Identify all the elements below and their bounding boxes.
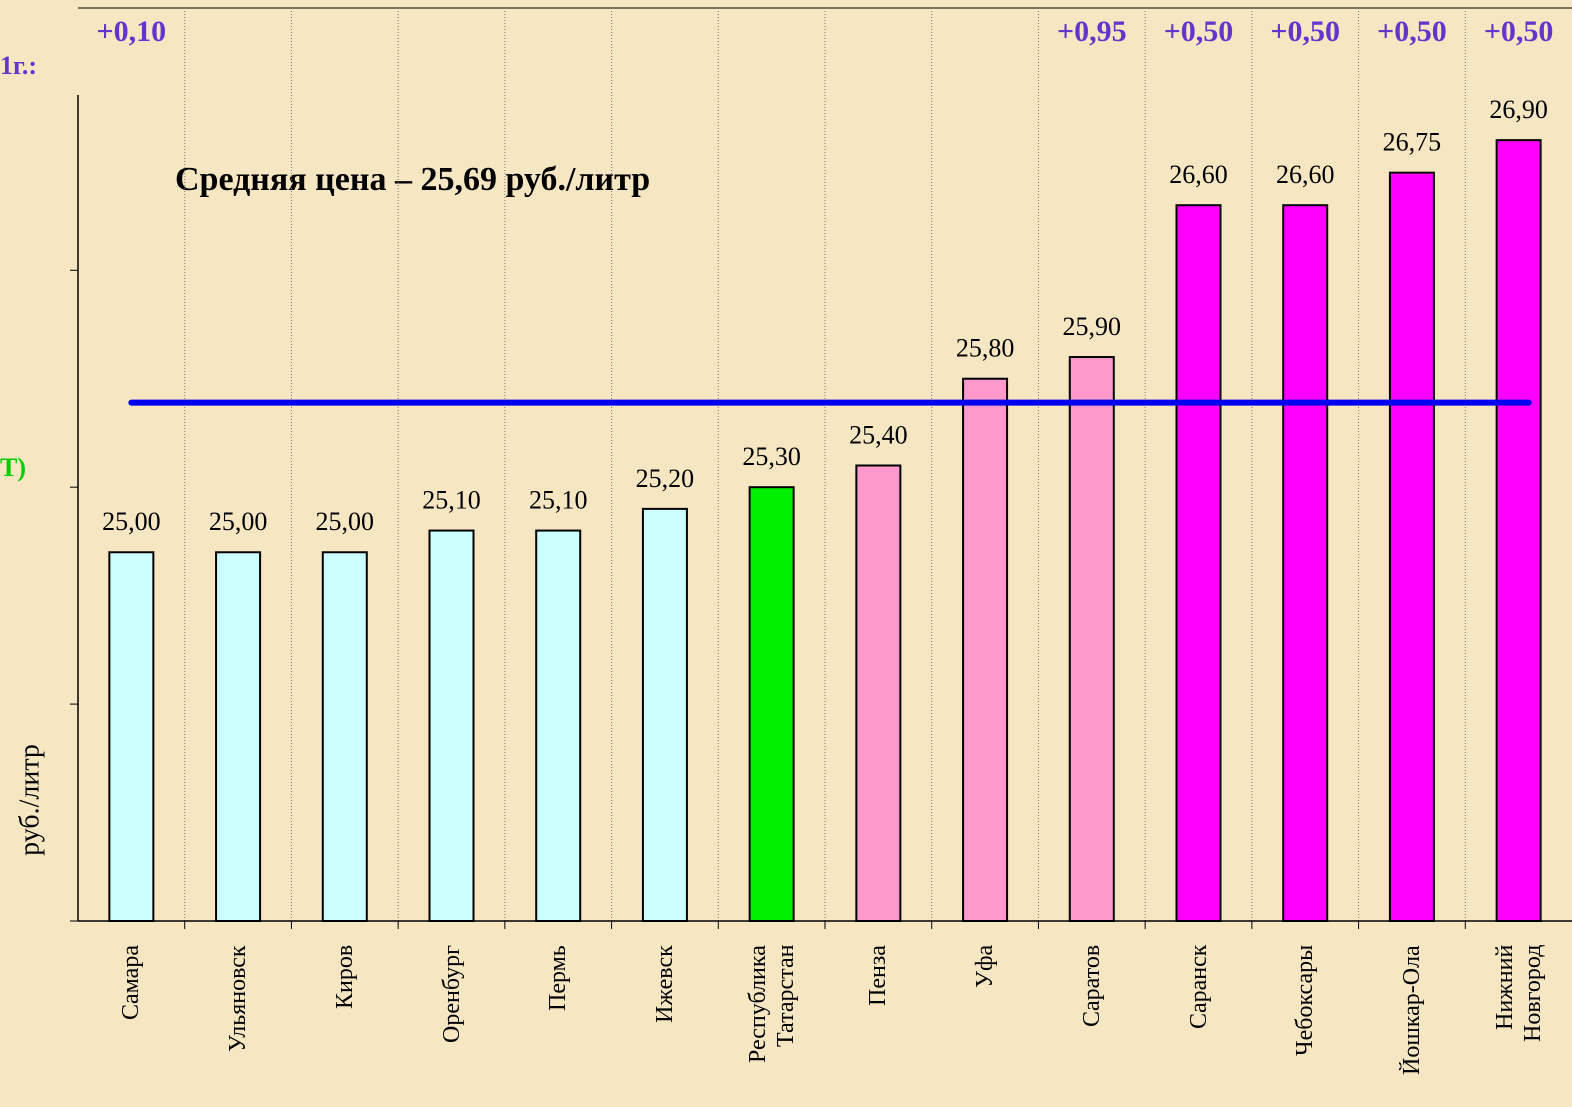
data-label: 25,40 (849, 420, 908, 449)
x-tick-label: Йошкар-Ола (1398, 945, 1425, 1075)
bar (641, 507, 688, 922)
data-label: 25,80 (956, 334, 1015, 363)
x-tick-label: Самара (118, 945, 145, 1020)
x-tick-label: Пермь (545, 945, 572, 1011)
bar (1175, 204, 1222, 922)
bar (962, 377, 1009, 922)
x-tick-label: Ульяновск (225, 945, 252, 1052)
x-tick-label: Республика Татарстан (744, 945, 799, 1063)
x-tick-label: Оренбург (438, 945, 465, 1043)
data-label: 25,00 (102, 507, 161, 536)
bar (1282, 204, 1329, 922)
data-label: 25,10 (529, 486, 588, 515)
data-label: 26,60 (1169, 160, 1228, 189)
change-label: +0,50 (1377, 15, 1447, 48)
bar (1495, 139, 1542, 922)
x-tick-label: Киров (331, 945, 358, 1010)
side-note: Т) (0, 453, 26, 482)
x-tick-label: Ижевск (651, 945, 678, 1023)
change-label: +0,50 (1270, 15, 1340, 48)
bar (1068, 356, 1115, 922)
bar (1388, 171, 1435, 922)
x-tick-label: Саратов (1078, 945, 1105, 1028)
data-label: 25,00 (209, 507, 268, 536)
bar (321, 551, 368, 922)
data-label: 26,60 (1276, 160, 1335, 189)
x-tick-label: Чебоксары (1292, 945, 1319, 1057)
change-label: +0,10 (97, 15, 167, 48)
data-label: 25,00 (316, 507, 375, 536)
bar (215, 551, 262, 922)
chart-title: Средняя цена – 25,69 руб./литр (175, 161, 650, 198)
data-label: 25,90 (1063, 312, 1122, 341)
x-tick-label: Нижний Новгород (1491, 945, 1546, 1043)
bar (108, 551, 155, 922)
change-label: +0,50 (1164, 15, 1234, 48)
data-label: 26,90 (1489, 95, 1548, 124)
bar (855, 464, 902, 922)
data-label: 25,20 (636, 464, 695, 493)
data-label: 25,30 (742, 442, 801, 471)
change-label: +0,95 (1057, 15, 1127, 48)
bar (535, 529, 582, 922)
bar (428, 529, 475, 922)
data-label: 25,10 (422, 486, 481, 515)
x-tick-label: Уфа (972, 945, 999, 989)
x-tick-label: Саранск (1185, 945, 1212, 1030)
x-tick-label: Пенза (865, 945, 892, 1006)
y-axis-label: руб./литр (14, 744, 45, 856)
change-label: +0,50 (1484, 15, 1554, 48)
data-label: 26,75 (1383, 128, 1442, 157)
bar (748, 486, 795, 922)
side-note: 1г.: (0, 51, 37, 80)
